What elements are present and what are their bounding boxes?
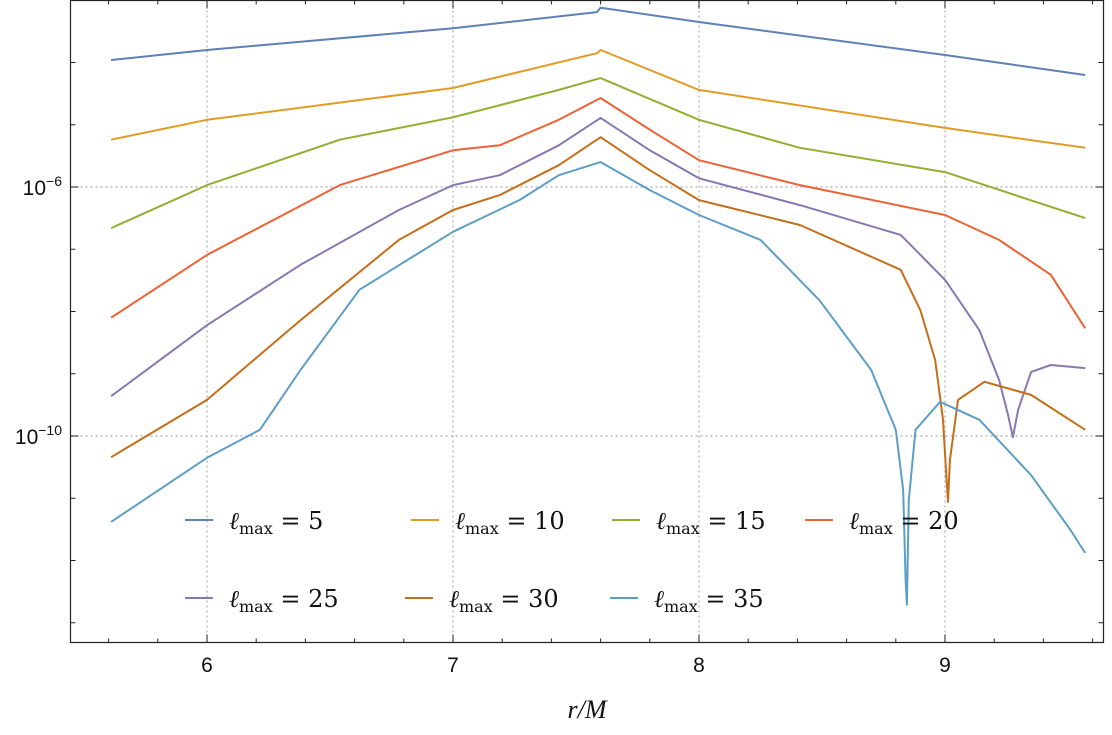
- legend-item: ℓmax = 25: [185, 585, 339, 616]
- legend-label: ℓmax = 35: [654, 585, 764, 616]
- x-tick-label: 9: [939, 654, 951, 677]
- x-tick-label: 7: [447, 654, 459, 677]
- series-line-lmax-5: [110, 6, 1086, 76]
- legend-item: ℓmax = 10: [411, 507, 565, 538]
- series-line-lmax-10: [110, 49, 1086, 149]
- y-tick-label: 10−6: [23, 173, 63, 200]
- legend-label: ℓmax = 25: [229, 585, 339, 616]
- series-lines: [110, 6, 1087, 606]
- axis-ticks: [70, 0, 1104, 643]
- legend-item: ℓmax = 15: [612, 507, 766, 538]
- legend-item: ℓmax = 30: [405, 585, 559, 616]
- series-line-lmax-20: [110, 97, 1087, 329]
- x-tick-labels: 6 7 8 9: [201, 654, 951, 677]
- series-line-lmax-35: [110, 161, 1087, 606]
- legend-item: ℓmax = 20: [805, 507, 959, 538]
- legend-label: ℓmax = 20: [849, 507, 959, 538]
- legend-label: ℓmax = 5: [229, 507, 323, 538]
- x-tick-label: 8: [693, 654, 705, 677]
- legend-label: ℓmax = 15: [656, 507, 766, 538]
- x-axis-label: r/M: [568, 695, 608, 724]
- plot-frame: [69, 0, 1105, 644]
- series-line-lmax-15: [110, 77, 1086, 230]
- legend-label: ℓmax = 30: [449, 585, 559, 616]
- y-tick-labels: 10−6 10−10: [15, 173, 62, 449]
- legend-label: ℓmax = 10: [455, 507, 565, 538]
- series-line-lmax-30: [110, 136, 1086, 503]
- legend: ℓmax = 5 ℓmax = 10 ℓmax = 15 ℓmax = 20 ℓmax …: [185, 507, 959, 616]
- series-line-lmax-25: [110, 116, 1086, 439]
- y-tick-label: 10−10: [15, 422, 62, 449]
- grid-lines: [70, 0, 1104, 643]
- legend-item: ℓmax = 5: [185, 507, 323, 538]
- legend-item: ℓmax = 35: [610, 585, 764, 616]
- x-tick-label: 6: [201, 654, 213, 677]
